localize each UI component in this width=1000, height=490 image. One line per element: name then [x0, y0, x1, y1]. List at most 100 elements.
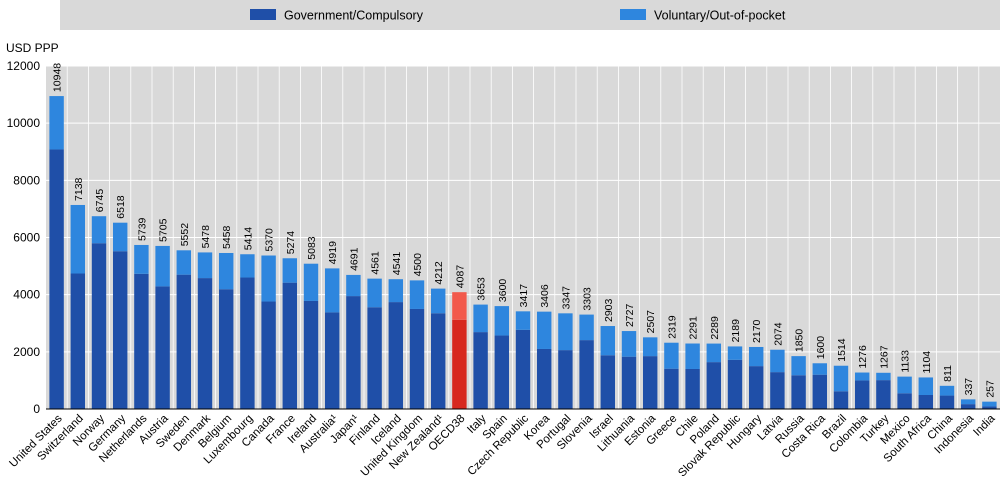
y-tick-label: 8000: [13, 173, 40, 187]
bar-voluntary: [112, 222, 128, 252]
bar-government: [282, 282, 298, 409]
bar-government: [939, 395, 955, 409]
bar-voluntary: [176, 250, 192, 275]
legend-swatch: [620, 9, 646, 20]
bar-voluntary: [261, 255, 276, 302]
bar-voluntary: [494, 306, 510, 336]
total-label: 4212: [433, 261, 445, 285]
bar-voluntary: [324, 268, 340, 313]
bar-government: [770, 372, 785, 409]
total-label: 4919: [327, 241, 339, 265]
bar-voluntary: [642, 337, 658, 357]
total-label: 2319: [666, 315, 678, 339]
total-label: 4541: [391, 252, 403, 276]
y-tick-label: 2000: [13, 345, 40, 359]
bar-government: [346, 296, 361, 409]
bar-voluntary: [452, 292, 467, 320]
bar-government: [91, 243, 107, 409]
bar-government: [240, 277, 255, 409]
total-label: 5414: [242, 227, 254, 251]
total-label: 5083: [306, 236, 318, 260]
total-label: 3600: [497, 279, 509, 303]
total-label: 5705: [158, 218, 170, 242]
bar-government: [409, 308, 425, 409]
bar-government: [367, 307, 382, 409]
bar-voluntary: [155, 245, 170, 287]
bar-government: [303, 300, 319, 409]
y-axis-label: USD PPP: [6, 41, 59, 55]
total-label: 5370: [264, 228, 276, 252]
bar-voluntary: [854, 372, 870, 381]
bar-voluntary: [303, 263, 319, 301]
bar-voluntary: [579, 314, 594, 341]
y-tick-label: 12000: [7, 59, 41, 73]
bar-government: [982, 406, 997, 409]
bar-voluntary: [876, 372, 891, 381]
bar-voluntary: [812, 363, 828, 375]
bar-government: [727, 359, 743, 409]
bar-voluntary: [346, 274, 361, 297]
bar-voluntary: [70, 204, 86, 274]
bar-voluntary: [282, 258, 298, 283]
bar-government: [558, 350, 573, 409]
total-label: 1850: [794, 329, 806, 353]
bar-voluntary: [134, 244, 149, 274]
bar-voluntary: [49, 96, 64, 150]
bar-government: [600, 355, 616, 409]
y-tick-label: 10000: [7, 116, 41, 130]
total-label: 2170: [751, 319, 763, 343]
bar-government: [791, 375, 806, 409]
bar-voluntary: [621, 331, 637, 357]
y-tick-label: 6000: [13, 231, 40, 245]
total-label: 3406: [539, 284, 551, 308]
bar-voluntary: [197, 252, 213, 279]
bar-voluntary: [770, 349, 785, 373]
y-tick-label: 0: [33, 402, 40, 416]
total-label: 1600: [815, 336, 827, 360]
total-label: 2291: [688, 316, 700, 340]
total-label: 1276: [857, 345, 869, 369]
bar-government: [473, 332, 488, 409]
bar-government: [324, 312, 340, 409]
bar-government: [706, 362, 722, 409]
total-label: 3347: [560, 286, 572, 310]
total-label: 1133: [900, 350, 912, 373]
bar-government: [197, 278, 213, 409]
bar-government: [70, 273, 86, 409]
bar-voluntary: [960, 399, 976, 405]
bar-government: [452, 319, 467, 409]
bar-voluntary: [833, 365, 849, 392]
bar-government: [536, 348, 552, 409]
bar-government: [748, 366, 764, 409]
total-label: 257: [984, 380, 996, 398]
bar-voluntary: [791, 356, 806, 376]
bar-government: [388, 302, 404, 409]
total-label: 6518: [115, 195, 127, 219]
bar-voluntary: [918, 377, 934, 395]
bar-government: [134, 273, 149, 409]
bar-voluntary: [664, 342, 679, 369]
bar-government: [897, 393, 912, 409]
bar-voluntary: [939, 385, 955, 396]
bar-voluntary: [367, 278, 382, 308]
legend-label: Government/Compulsory: [284, 9, 424, 23]
bar-voluntary: [240, 254, 255, 278]
bar-voluntary: [409, 280, 425, 309]
bar-government: [112, 251, 128, 409]
bar-government: [261, 301, 276, 409]
bar-government: [960, 404, 976, 409]
total-label: 10948: [52, 63, 64, 92]
bar-voluntary: [982, 401, 997, 407]
bar-government: [664, 368, 679, 409]
total-label: 2903: [603, 299, 615, 323]
total-label: 3653: [476, 277, 488, 301]
legend-swatch: [250, 9, 276, 20]
total-label: 2727: [624, 304, 636, 328]
bar-voluntary: [515, 311, 531, 330]
y-tick-label: 4000: [13, 288, 40, 302]
total-label: 4087: [454, 265, 466, 289]
bar-voluntary: [536, 311, 552, 349]
bar-voluntary: [727, 346, 743, 360]
